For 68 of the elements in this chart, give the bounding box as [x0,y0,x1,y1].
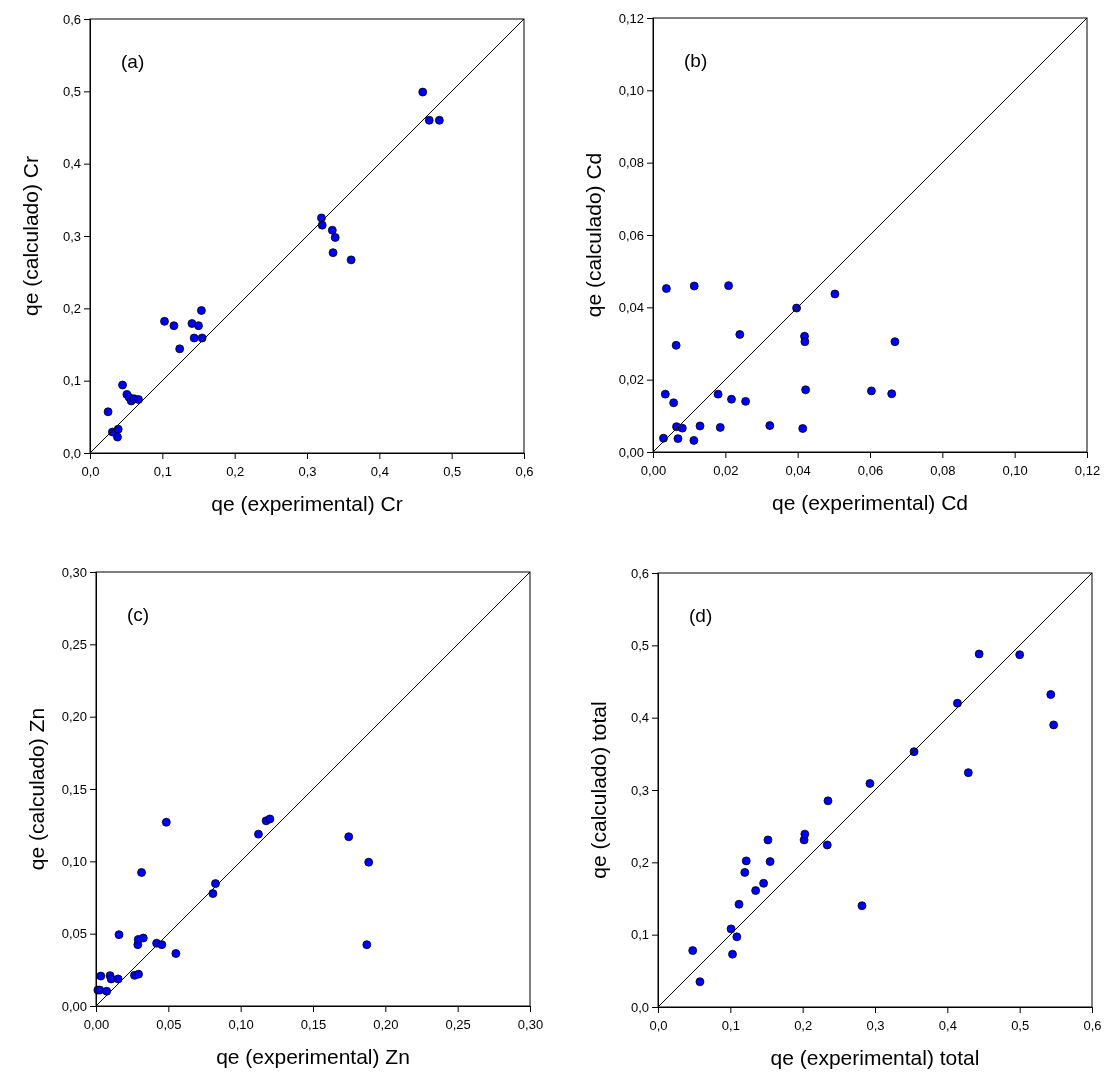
x-tick-label: 0,10 [228,1017,254,1033]
x-axis-title: qe (experimental) Cd [771,491,969,514]
y-axis-title: qe (calculado) total [587,701,610,879]
y-tick-label: 0,5 [62,83,81,99]
annotation: (d) [689,605,713,626]
y-tick-label: 0,2 [630,854,649,870]
x-tick-label: 0,0 [81,464,100,480]
x-tick-label: 0,00 [640,463,667,479]
y-tick-label: 0,10 [618,82,644,98]
annotation: (c) [127,604,150,625]
x-tick-label: 0,30 [517,1017,544,1033]
y-axis-title: qe (calculado) Cr [19,156,42,316]
x-tick-label: 0,2 [226,464,245,480]
y-tick-label: 0,2 [62,300,81,316]
y-axis-title: qe (calculado) Cd [582,152,605,318]
y-tick-label: 0,15 [61,781,87,797]
x-tick-label: 0,4 [370,464,389,480]
y-tick-label: 0,5 [630,637,649,653]
x-tick-label: 0,25 [445,1017,471,1033]
x-tick-label: 0,12 [1074,463,1101,479]
y-tick-label: 0,3 [62,228,81,244]
y-tick-label: 0,6 [62,11,81,27]
x-axis-title: qe (experimental) total [770,1046,980,1069]
x-tick-label: 0,6 [1083,1018,1102,1034]
y-tick-label: 0,4 [62,156,81,172]
x-tick-label: 0,6 [515,464,534,480]
y-tick-label: 0,05 [61,926,87,942]
y-tick-label: 0,6 [630,565,649,581]
x-tick-label: 0,05 [156,1017,182,1033]
x-tick-label: 0,5 [443,464,462,480]
x-axis-title: qe (experimental) Cr [211,492,403,515]
x-axis-title: qe (experimental) Zn [216,1045,410,1068]
y-tick-label: 0,00 [618,444,644,460]
y-tick-label: 0,4 [630,710,649,726]
y-tick-label: 0,00 [61,998,87,1014]
y-tick-label: 0,1 [630,927,649,943]
x-tick-label: 0,20 [373,1017,399,1033]
y-tick-label: 0,10 [61,853,87,869]
x-tick-label: 0,3 [866,1018,885,1034]
annotation: (b) [684,50,708,71]
x-tick-label: 0,5 [1011,1018,1030,1034]
x-tick-label: 0,1 [153,464,172,480]
y-axis-title: qe (calculado) Zn [25,707,48,871]
y-tick-label: 0,0 [630,999,649,1015]
y-tick-label: 0,20 [61,709,87,725]
y-tick-label: 0,25 [61,636,87,652]
y-tick-label: 0,0 [62,445,81,461]
x-tick-label: 0,04 [785,463,811,479]
annotation: (a) [121,51,145,72]
x-tick-label: 0,3 [298,464,317,480]
y-tick-label: 0,06 [618,227,644,243]
x-tick-label: 0,15 [300,1017,327,1033]
y-tick-label: 0,12 [618,10,644,26]
x-tick-label: 0,1 [721,1018,740,1034]
y-tick-label: 0,1 [62,373,81,389]
y-tick-label: 0,08 [618,155,644,171]
x-tick-label: 0,06 [857,463,884,479]
x-tick-label: 0,4 [938,1018,957,1034]
x-tick-label: 0,08 [930,463,956,479]
x-tick-label: 0,10 [1002,463,1028,479]
x-tick-label: 0,02 [713,463,739,479]
y-tick-label: 0,04 [618,299,644,315]
x-tick-label: 0,00 [83,1017,110,1033]
x-tick-label: 0,2 [794,1018,813,1034]
y-tick-label: 0,30 [61,564,87,580]
y-tick-label: 0,02 [618,372,644,388]
x-tick-label: 0,0 [649,1018,668,1034]
y-tick-label: 0,3 [630,782,649,798]
